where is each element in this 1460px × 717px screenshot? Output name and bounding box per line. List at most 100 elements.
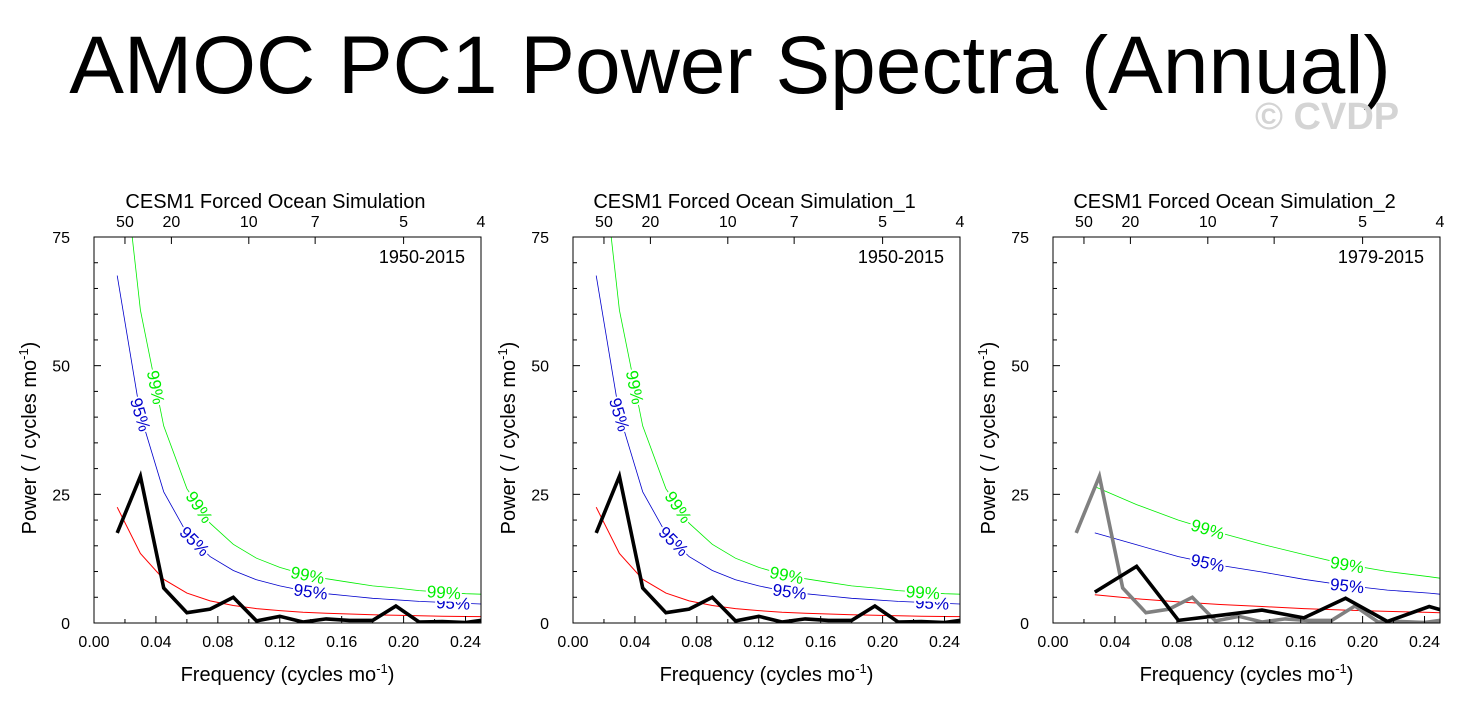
y-tick-label: 25 [531,487,549,504]
y-tick-label: 25 [1011,487,1029,504]
spectrum-panel-2: 95%95%95% 95%99%99%99%99%0.00 0.04 0.08 0.12… [495,191,965,686]
series-line-99- [1094,486,1440,579]
series-line-spectrum [1093,564,1440,623]
top-tick-label: 5 [1358,214,1367,231]
series-group [115,237,481,623]
top-tick-label: 10 [719,214,737,231]
x-tick-label: 0.20 [867,634,898,651]
x-axis-label-end: ) [867,664,874,686]
x-tick-label: 0.12 [1223,634,1254,651]
y-tick-label: 75 [1011,230,1029,247]
x-axis-label-sup: -1 [1335,661,1347,676]
y-tick-label: 25 [52,487,70,504]
top-tick-label: 20 [1122,214,1140,231]
conf-label-bg [605,394,634,435]
conf-label-bg [654,522,693,561]
x-tick-label: 0.00 [1037,634,1068,651]
top-tick-label: 7 [790,214,799,231]
y-axis-label: Power ( / cycles mo-1) [495,342,520,535]
x-axis-label-text: Frequency (cycles mo [1140,664,1336,686]
y-axis-label-sup: -1 [495,348,510,360]
y-axis-label-text: Power ( / cycles mo [19,360,41,534]
series-group [1074,470,1440,623]
x-axis-label-text: Frequency (cycles mo [660,664,856,686]
top-tick-label: 4 [956,214,965,231]
x-tick-label: 0.20 [388,634,419,651]
conf-label-99: 99% [905,582,940,603]
x-tick-label: 0.00 [557,634,588,651]
conf-label-95: 95% [655,523,693,560]
top-tick-label: 20 [163,214,181,231]
conf-label-bg [126,394,155,435]
series-group [594,237,960,623]
y-tick-label: 0 [1020,616,1029,633]
y-axis-label-end: ) [498,342,520,349]
x-axis-label: Frequency (cycles mo-1) [1140,661,1354,686]
series-line-95- [595,275,960,605]
period-label: 1950-2015 [858,247,944,267]
conf-label-bg [1327,552,1367,577]
conf-label-bg [1187,515,1228,544]
series-line-spectrum [594,470,960,623]
period-label: 1979-2015 [1338,247,1424,267]
y-axis-label-text: Power ( / cycles mo [978,360,1000,534]
x-tick-label: 0.00 [78,634,109,651]
conf-label-bg [175,522,214,561]
panel-title: CESM1 Forced Ocean Simulation_1 [593,191,915,213]
conf-label-bg [1328,574,1366,597]
conf-label-99: 99% [1189,516,1227,544]
x-axis-label-sup: -1 [376,661,388,676]
y-axis-label-sup: -1 [975,348,990,360]
y-axis-label-text: Power ( / cycles mo [498,360,520,534]
series-line-95- [1094,532,1440,595]
top-tick-label: 50 [1075,214,1093,231]
x-tick-label: 0.04 [1099,634,1130,651]
series-line-99- [610,237,960,595]
conf-label-bg [425,582,463,603]
y-tick-label: 75 [52,230,70,247]
panel-frame [93,236,482,624]
conf-label-bg [181,487,217,528]
x-axis-label-end: ) [1347,664,1354,686]
top-tick-label: 7 [311,214,320,231]
conf-label-95: 95% [1189,550,1226,576]
series-line-spectrum [115,470,481,623]
conf-label-bg [767,562,807,588]
x-tick-label: 0.08 [1161,634,1192,651]
spectrum-panel-3: 95%95%99%99%0.00 0.04 0.08 0.12 0.16 0.20 0.24… [975,191,1445,686]
panel-frame [1052,236,1441,624]
y-tick-label: 50 [52,359,70,376]
x-tick-label: 0.08 [681,634,712,651]
x-tick-label: 0.16 [326,634,357,651]
main-title: AMOC PC1 Power Spectra (Annual) [69,20,1391,111]
conf-label-95: 95% [176,523,214,560]
x-tick-label: 0.16 [1285,634,1316,651]
x-tick-label: 0.04 [140,634,171,651]
x-tick-label: 0.12 [743,634,774,651]
top-tick-label: 5 [878,214,887,231]
top-tick-label: 5 [399,214,408,231]
top-tick-label: 20 [642,214,660,231]
conf-label-99: 99% [182,488,217,527]
conf-label-99: 99% [661,488,696,527]
x-tick-label: 0.12 [264,634,295,651]
x-tick-label: 0.08 [202,634,233,651]
series-line-red-noise [1094,594,1440,614]
x-tick-label: 0.16 [805,634,836,651]
cvdp-watermark: © CVDP [1255,96,1400,138]
x-axis-label-text: Frequency (cycles mo [181,664,377,686]
x-axis-label-sup: -1 [855,661,867,676]
top-tick-label: 7 [1270,214,1279,231]
conf-label-bg [143,367,169,407]
panel-title: CESM1 Forced Ocean Simulation [125,191,425,213]
y-axis-label-end: ) [978,342,1000,349]
y-axis-label: Power ( / cycles mo-1) [16,342,41,535]
top-tick-label: 4 [1436,214,1445,231]
y-axis-label: Power ( / cycles mo-1) [975,342,1000,535]
x-tick-label: 0.20 [1347,634,1378,651]
x-axis-label-end: ) [388,664,395,686]
x-tick-label: 0.24 [929,634,960,651]
series-line-red-noise [595,506,960,618]
panel-frame [572,236,961,624]
conf-label-bg [904,582,942,603]
